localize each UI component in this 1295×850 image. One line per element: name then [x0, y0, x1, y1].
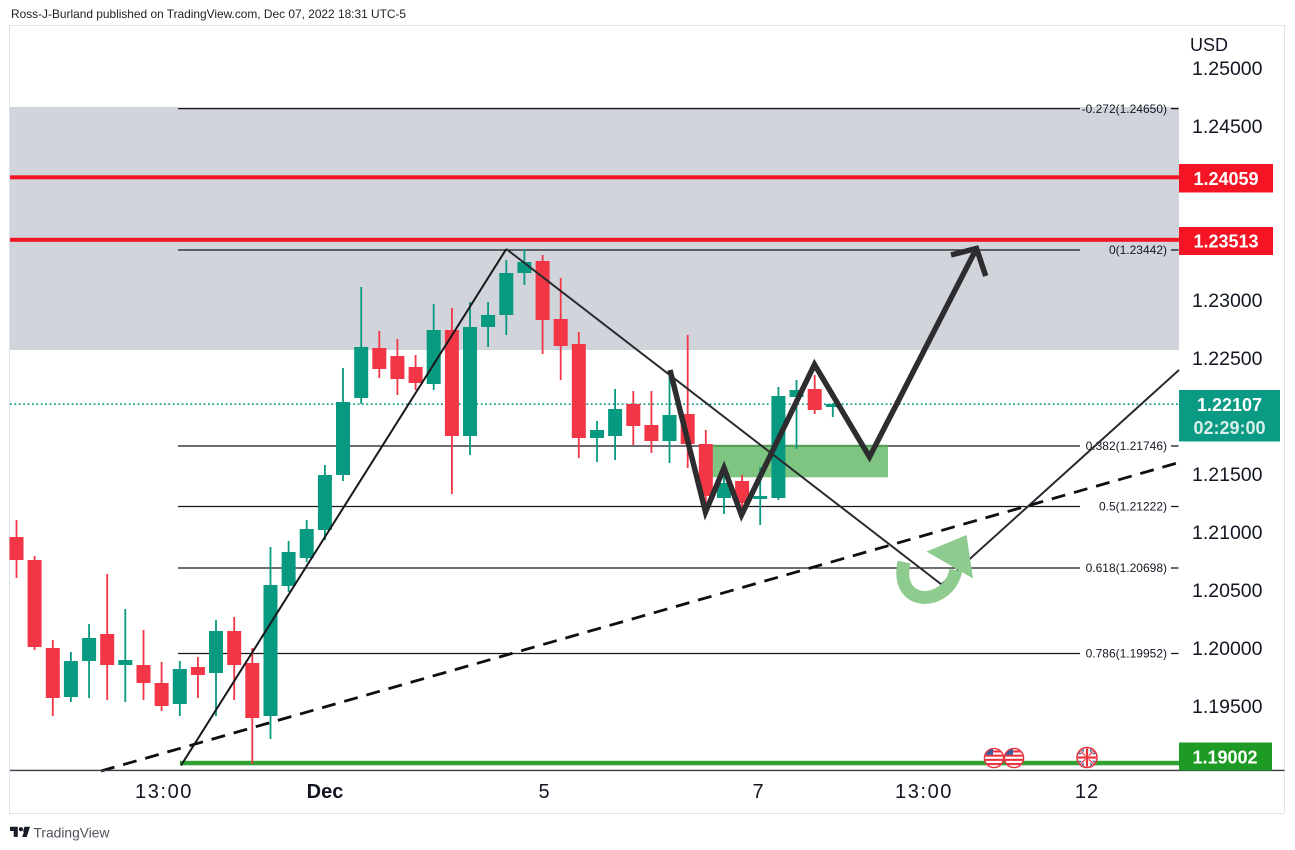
svg-text:1.19002: 1.19002 [1192, 748, 1257, 768]
svg-text:13:00: 13:00 [135, 781, 193, 803]
svg-text:1.24500: 1.24500 [1192, 116, 1263, 138]
svg-text:1.23513: 1.23513 [1193, 232, 1258, 252]
svg-text:1.19500: 1.19500 [1192, 696, 1263, 718]
svg-text:0.786(1.19952): 0.786(1.19952) [1086, 647, 1167, 661]
svg-text:1.22500: 1.22500 [1192, 348, 1263, 370]
svg-text:Dec: Dec [307, 781, 344, 803]
svg-text:7: 7 [752, 781, 763, 803]
svg-text:5: 5 [538, 781, 549, 803]
svg-text:0.5(1.21222): 0.5(1.21222) [1099, 500, 1167, 514]
svg-text:13:00: 13:00 [895, 781, 953, 803]
svg-text:1.21000: 1.21000 [1192, 522, 1263, 544]
svg-text:1.21500: 1.21500 [1192, 464, 1263, 486]
svg-text:1.25000: 1.25000 [1192, 58, 1263, 80]
svg-text:0.382(1.21746): 0.382(1.21746) [1086, 439, 1167, 453]
svg-text:02:29:00: 02:29:00 [1193, 418, 1265, 438]
svg-text:1.22107: 1.22107 [1197, 395, 1262, 415]
svg-text:1.24059: 1.24059 [1193, 169, 1258, 189]
svg-text:USD: USD [1190, 35, 1228, 55]
svg-text:0.618(1.20698): 0.618(1.20698) [1086, 561, 1167, 575]
svg-text:1.23000: 1.23000 [1192, 290, 1263, 312]
svg-text:-0.272(1.24650): -0.272(1.24650) [1082, 102, 1167, 116]
svg-text:12: 12 [1075, 781, 1099, 803]
svg-text:TradingView: TradingView [34, 826, 110, 841]
svg-text:0(1.23442): 0(1.23442) [1109, 243, 1167, 257]
svg-text:1.20500: 1.20500 [1192, 580, 1263, 602]
svg-text:1.20000: 1.20000 [1192, 638, 1263, 660]
